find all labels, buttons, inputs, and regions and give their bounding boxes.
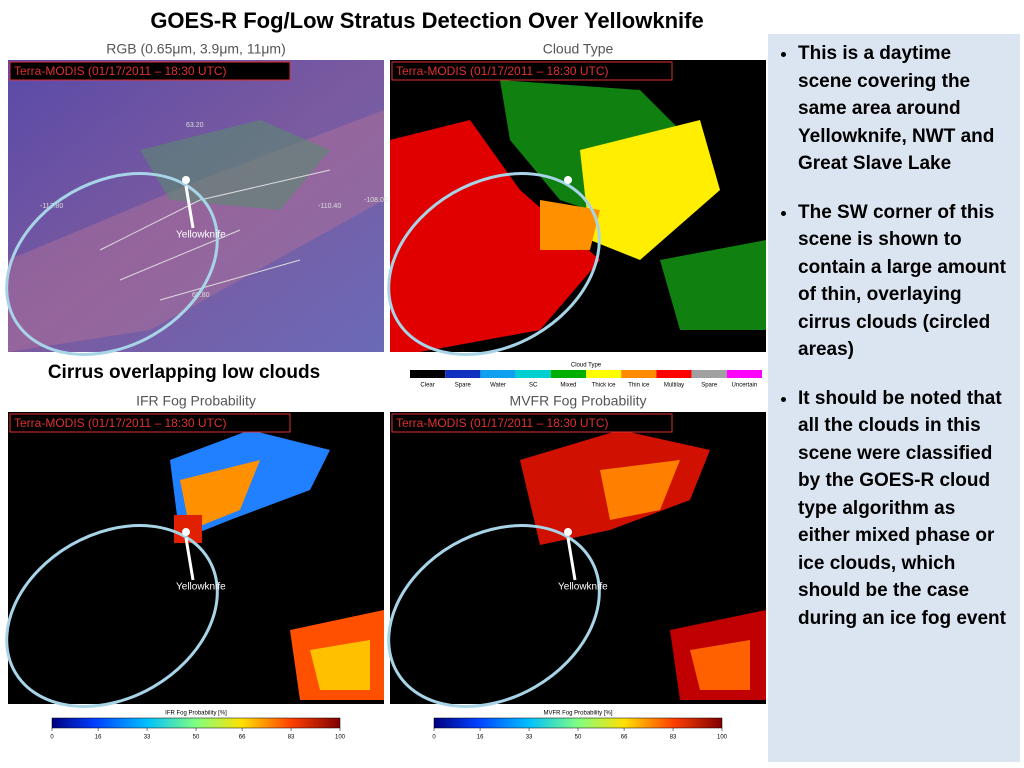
legend-label: SC [529, 383, 538, 389]
marker-label: Yellowknife [558, 582, 608, 593]
legend-label: Mixed [560, 383, 576, 389]
legend-swatch [621, 370, 657, 378]
legend-label: Spare [701, 383, 718, 389]
colorbar-tick-label: 50 [575, 735, 582, 741]
colorbar-tick-label: 16 [95, 735, 102, 741]
ifr-image [8, 412, 384, 704]
colorbar-tick-label: 66 [621, 735, 628, 741]
banner: Terra-MODIS (01/17/2011 – 18:30 UTC) [14, 64, 227, 78]
note: The SW corner of this scene is shown to … [798, 199, 1010, 364]
legend-swatch [445, 370, 481, 378]
geo-label: -108.00 [364, 197, 388, 204]
legend-swatch [480, 370, 516, 378]
banners [9, 61, 673, 433]
mvfr-image [390, 412, 766, 704]
legend-title: Cloud Type [571, 363, 602, 369]
colorbar-tick-label: 66 [239, 735, 246, 741]
legend-label: Multilay [664, 383, 684, 389]
colorbar-tick-label: 83 [670, 735, 677, 741]
legend-label: Uncertain [732, 383, 758, 389]
colorbar-title: MVFR Fog Probability [%] [543, 711, 612, 717]
colorbar [51, 717, 341, 729]
legend-swatch [550, 370, 586, 378]
geo-label: 60.80 [192, 292, 210, 299]
panel-title: RGB (0.65μm, 3.9μm, 11μm) [106, 41, 286, 57]
colorbar-tick-label: 100 [717, 735, 728, 741]
panel-title: MVFR Fog Probability [510, 393, 647, 409]
notes-list: This is a daytime scene covering the sam… [776, 40, 1010, 632]
legend-swatch [410, 370, 446, 378]
legend-swatch [515, 370, 551, 378]
colorbar-tick-label: 16 [477, 735, 484, 741]
colorbar-tick-label: 50 [193, 735, 200, 741]
legend-label: Clear [420, 383, 434, 389]
note: It should be noted that all the clouds i… [798, 385, 1010, 633]
colorbar [433, 717, 723, 729]
legend-label: Thick ice [592, 383, 616, 389]
caption: Cirrus overlapping low clouds [48, 362, 320, 383]
slide-title: GOES-R Fog/Low Stratus Detection Over Ye… [150, 8, 703, 33]
legend-label: Thin ice [628, 383, 650, 389]
colorbar-tick-label: 83 [288, 735, 295, 741]
colorbar-tick-label: 100 [335, 735, 346, 741]
geo-label: -110.40 [318, 203, 341, 210]
highlight-ellipses [5, 172, 601, 708]
colorbar-tick-label: 0 [50, 735, 54, 741]
colorbar-tick-label: 0 [432, 735, 436, 741]
legend-swatch [726, 370, 762, 378]
cloud-type-legend: Cloud Type Clear Spare Water SC Mixed Thick ic… [410, 363, 762, 389]
banner: Terra-MODIS (01/17/2011 – 18:30 UTC) [14, 416, 227, 430]
notes-box: This is a daytime scene covering the sam… [768, 34, 1020, 762]
panel-title: IFR Fog Probability [136, 393, 256, 409]
banner: Terra-MODIS (01/17/2011 – 18:30 UTC) [396, 64, 609, 78]
legend-label: Spare [455, 383, 472, 389]
legend-label: Water [490, 383, 506, 389]
panel-title: Cloud Type [543, 41, 614, 57]
colorbar-title: IFR Fog Probability [%] [165, 711, 227, 717]
geo-label: 63.20 [186, 122, 204, 129]
cloud-type-image [390, 60, 766, 352]
colorbar-tick-label: 33 [526, 735, 533, 741]
marker-label: Yellowknife [176, 582, 226, 593]
colorbar-tick-label: 33 [144, 735, 151, 741]
figure: GOES-R Fog/Low Stratus Detection Over Ye… [5, 8, 766, 741]
legend-swatch [586, 370, 622, 378]
legend-swatch [691, 370, 727, 378]
banner: Terra-MODIS (01/17/2011 – 18:30 UTC) [396, 416, 609, 430]
marker-label: Yellowknife [176, 230, 226, 241]
marker-arrows [182, 176, 577, 581]
note: This is a daytime scene covering the sam… [798, 40, 1010, 178]
legend-swatch [656, 370, 692, 378]
colorbar-labels: IFR Fog Probability [%] 0 16 33 50 66 83 100 MVF… [50, 711, 727, 741]
